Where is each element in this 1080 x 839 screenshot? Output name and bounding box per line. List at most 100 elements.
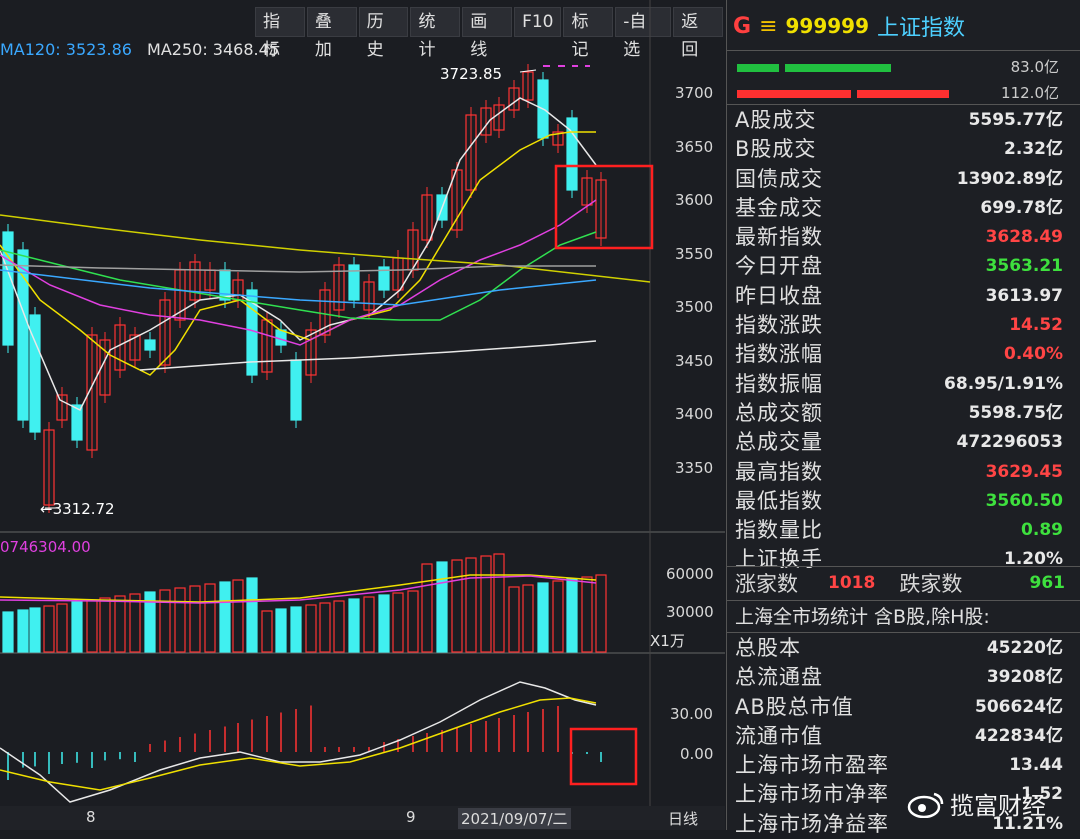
price-tick: 3350 xyxy=(675,459,714,477)
menu-icon[interactable]: ≡ xyxy=(759,13,778,39)
toolbar-button-back[interactable]: 返回 xyxy=(673,7,724,60)
volume-bar xyxy=(378,594,390,653)
volume-tick: 30000 xyxy=(666,603,714,621)
ma-line-blue xyxy=(0,269,597,306)
watermark: 揽富财经 xyxy=(906,786,1046,821)
ma-line-white xyxy=(0,97,597,412)
advance-decline: 涨家数 1018 跌家数 961 xyxy=(735,568,1065,598)
stat-row: 今日开盘 3563.21 xyxy=(735,252,1063,281)
candlestick xyxy=(144,332,156,358)
flow-bar-green: 83.0亿 xyxy=(737,58,1077,84)
toolbar-button-stats[interactable]: 统计 xyxy=(410,7,461,60)
stat-label: 今日开盘 xyxy=(735,254,823,279)
candlestick xyxy=(595,172,607,246)
price-tick: 3450 xyxy=(675,352,714,370)
ma-line-yellow-long xyxy=(0,214,651,283)
toolbar-button-mark[interactable]: 标记 xyxy=(563,7,614,60)
quote-header: G ≡ 999999 上证指数 xyxy=(733,10,965,42)
volume-bar xyxy=(2,611,14,653)
volume-bar xyxy=(174,587,186,653)
stat-row: 昨日收盘 3613.97 xyxy=(735,282,1063,311)
stat-row: 指数涨跌 14.52 xyxy=(735,311,1063,340)
stat-label: 最新指数 xyxy=(735,225,823,250)
volume-bar xyxy=(451,559,463,653)
kline-chart-panel[interactable]: 指标 叠加 历史 统计 画线 F10 标记 -自选 返回 MA120: 3523… xyxy=(0,0,725,830)
stat-value: 1.52 xyxy=(1021,784,1063,805)
volume-bar xyxy=(436,561,448,653)
stat-value: 3563.21 xyxy=(985,256,1063,277)
stat-row: B股成交 2.32亿 xyxy=(735,135,1063,164)
flow-bar-red: 112.0亿 xyxy=(737,84,1077,110)
stat-label: 流通市值 xyxy=(735,723,823,748)
up-count: 1018 xyxy=(828,573,876,593)
volume-bar xyxy=(219,581,231,653)
ma120-label: MA120: 3523.86 xyxy=(0,40,132,59)
candlestick xyxy=(56,387,68,428)
toolbar-button-indicator[interactable]: 指标 xyxy=(255,7,305,60)
stat-row: 总股本 45220亿 xyxy=(735,634,1063,663)
volume-bar xyxy=(319,602,331,653)
stat-row: 基金成交 699.78亿 xyxy=(735,194,1063,223)
toolbar-button-history[interactable]: 历史 xyxy=(358,7,409,60)
stat-row: 上海市场净益率 11.21% xyxy=(735,810,1063,839)
candlestick xyxy=(189,254,201,308)
volume-bar xyxy=(261,610,273,653)
time-axis: 8 9 2021/09/07/二 日线 xyxy=(0,806,725,830)
stat-label: 总流通盘 xyxy=(735,665,823,690)
price-tick: 3500 xyxy=(675,298,714,316)
volume-bar xyxy=(232,579,244,653)
time-axis-label: 9 xyxy=(406,808,416,826)
stat-value: 13.44 xyxy=(1009,755,1063,776)
macd-dea-yellow xyxy=(0,697,597,791)
candlestick xyxy=(421,187,433,248)
stat-label: A股成交 xyxy=(735,108,817,132)
time-axis-label: 8 xyxy=(86,808,96,826)
fund-flow-bars: 83.0亿 112.0亿 xyxy=(737,58,1077,110)
toolbar-button-overlay[interactable]: 叠加 xyxy=(306,7,357,60)
stat-value: 472296053 xyxy=(956,432,1063,453)
candlestick xyxy=(290,352,302,428)
volume-bar xyxy=(566,578,578,653)
volume-tick: 60000 xyxy=(666,565,714,583)
period-label[interactable]: 日线 xyxy=(668,810,699,828)
volume-bar xyxy=(99,597,111,653)
candlestick xyxy=(552,124,564,153)
stat-row: 最高指数 3629.45 xyxy=(735,458,1063,487)
stat-row: 指数涨幅 0.40% xyxy=(735,340,1063,369)
volume-bar xyxy=(275,608,287,653)
toolbar-button-watchlist[interactable]: -自选 xyxy=(615,7,672,60)
stat-row: 国债成交 13902.89亿 xyxy=(735,165,1063,194)
candlestick xyxy=(129,327,141,368)
candlestick xyxy=(451,162,463,238)
candlestick xyxy=(71,397,83,448)
stat-label: B股成交 xyxy=(735,137,817,162)
market-stats: 总股本 45220亿 总流通盘 39208亿 AB股总市值 506624亿 流通市值 4228… xyxy=(735,634,1063,839)
volume-bar xyxy=(480,555,492,653)
volume-bar xyxy=(114,595,126,653)
ma-legend: MA120: 3523.86 MA250: 3468.45 xyxy=(0,40,289,59)
macd-tick: 30.00 xyxy=(670,705,713,723)
stat-value: 0.89 xyxy=(1021,520,1063,541)
toolbar-button-draw[interactable]: 画线 xyxy=(462,7,513,60)
toolbar-button-f10[interactable]: F10 xyxy=(514,7,562,37)
price-plot[interactable] xyxy=(0,0,725,830)
candlestick xyxy=(493,97,505,138)
volume-bar xyxy=(348,598,360,653)
ma-line-magenta xyxy=(0,199,597,346)
volume-bar xyxy=(363,596,375,653)
stat-label: 指数涨跌 xyxy=(735,313,823,338)
stat-row: 上证换手 1.20% xyxy=(735,545,1063,574)
volume-bar xyxy=(290,606,302,653)
stat-row: 流通市值 422834亿 xyxy=(735,722,1063,751)
volume-bar xyxy=(465,557,477,653)
g-icon[interactable]: G xyxy=(733,13,752,39)
volume-bar xyxy=(129,593,141,653)
ma250-label: MA250: 3468.45 xyxy=(147,40,279,59)
stat-label: AB股总市值 xyxy=(735,694,854,719)
weibo-icon xyxy=(907,792,944,818)
volume-unit: X1万 xyxy=(650,632,685,650)
quote-stats: A股成交 5595.77亿 B股成交 2.32亿 国债成交 13902.89亿 基金成交 69… xyxy=(735,106,1063,575)
volume-bar xyxy=(189,585,201,653)
volume-bar xyxy=(333,600,345,653)
volume-bar xyxy=(552,580,564,653)
